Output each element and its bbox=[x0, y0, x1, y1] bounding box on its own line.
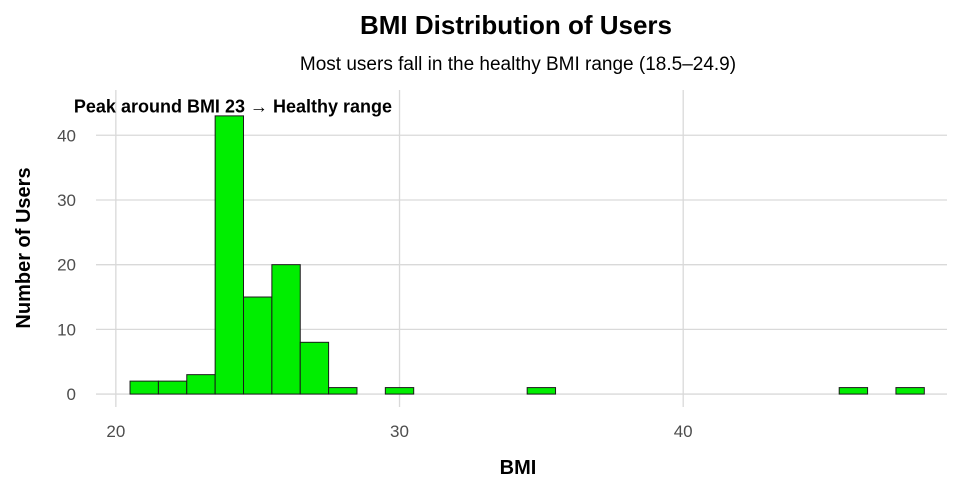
y-axis-title: Number of Users bbox=[13, 167, 35, 328]
y-tick-label: 10 bbox=[57, 320, 76, 339]
x-tick-label: 20 bbox=[106, 422, 125, 441]
peak-annotation: Peak around BMI 23 → Healthy range bbox=[74, 96, 392, 116]
histogram-bar bbox=[838, 387, 869, 395]
histogram-bars bbox=[129, 115, 925, 395]
y-tick-label: 0 bbox=[67, 385, 76, 404]
histogram-bar bbox=[328, 387, 358, 395]
histogram-bar bbox=[895, 387, 925, 395]
chart-title: BMI Distribution of Users bbox=[360, 10, 672, 40]
histogram-bar bbox=[271, 264, 301, 395]
x-tick-label: 40 bbox=[674, 422, 693, 441]
histogram-bar bbox=[157, 380, 188, 395]
x-tick-label: 30 bbox=[390, 422, 409, 441]
histogram-bar bbox=[299, 341, 330, 395]
histogram-bar bbox=[186, 374, 216, 395]
y-tick-label: 20 bbox=[57, 256, 76, 275]
y-tick-label: 40 bbox=[57, 126, 76, 145]
histogram-bar bbox=[129, 380, 159, 395]
y-tick-label: 30 bbox=[57, 191, 76, 210]
histogram-bar bbox=[526, 387, 557, 395]
histogram-bar bbox=[214, 115, 245, 395]
tick-labels: 0 10 20 30 40 20 30 40 bbox=[57, 126, 693, 441]
histogram-bar bbox=[384, 387, 415, 395]
histogram-bar bbox=[243, 296, 273, 395]
chart-subtitle: Most users fall in the healthy BMI range… bbox=[300, 54, 736, 75]
x-axis-title: BMI bbox=[500, 457, 537, 479]
